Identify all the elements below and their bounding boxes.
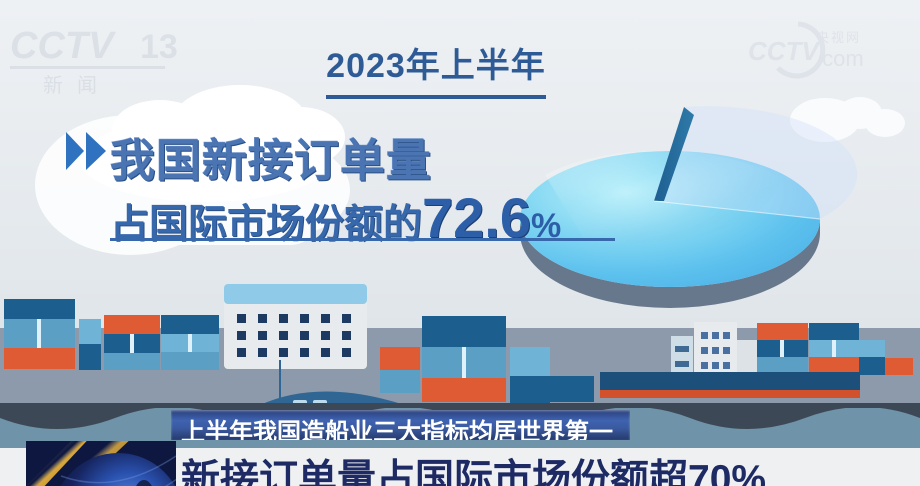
svg-text:.com: .com [816,46,864,71]
svg-text:央视网: 央视网 [816,30,861,45]
svg-text:CCTV: CCTV [748,36,821,66]
